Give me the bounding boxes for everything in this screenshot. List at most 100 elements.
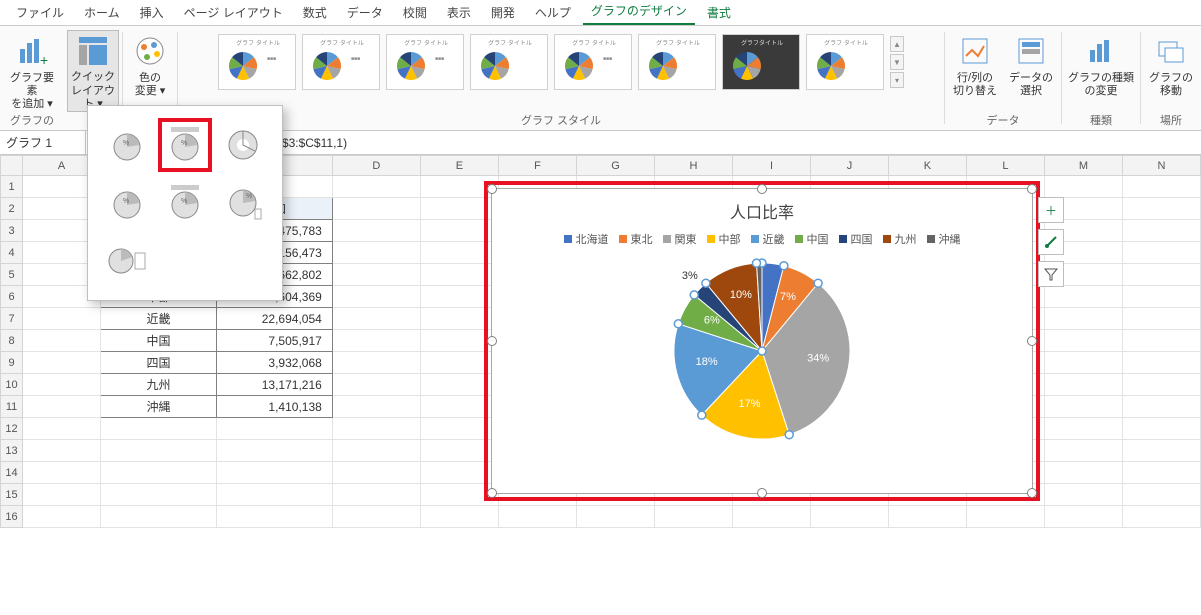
cell[interactable] [1122,176,1200,198]
menu-表示[interactable]: 表示 [439,2,479,25]
legend-item[interactable]: 沖縄 [927,231,961,247]
selection-handle[interactable] [487,184,497,194]
quick-layout-option-5[interactable]: % [158,176,212,230]
chart-legend[interactable]: 北海道東北関東中部近畿中国四国九州沖縄 [492,231,1032,247]
cell[interactable] [1044,286,1122,308]
cell[interactable] [332,352,420,374]
name-box[interactable]: グラフ 1 [0,131,86,154]
cell[interactable] [1122,220,1200,242]
cell[interactable] [966,506,1044,528]
menu-ファイル[interactable]: ファイル [8,2,72,25]
cell[interactable]: 沖縄 [101,396,217,418]
quick-layout-option-3[interactable] [216,118,270,172]
cell[interactable] [23,396,101,418]
cell[interactable] [654,506,732,528]
cell[interactable] [1122,374,1200,396]
quick-layout-dropdown[interactable]: %%%%% [87,105,283,301]
cell[interactable] [101,440,217,462]
selection-handle[interactable] [757,488,767,498]
legend-item[interactable]: 九州 [883,231,917,247]
quick-layout-button[interactable]: クイック レイアウト ▾ [67,30,119,112]
cell[interactable] [1122,308,1200,330]
chart-style-thumb[interactable]: グラフ タイトル [806,34,884,90]
cell[interactable] [23,330,101,352]
cell[interactable]: 13,171,216 [216,374,332,396]
cell[interactable] [101,462,217,484]
quick-layout-option-7[interactable] [100,234,154,288]
cell[interactable] [216,418,332,440]
menu-開発[interactable]: 開発 [483,2,523,25]
chart-style-thumb[interactable]: グラフ タイトル [470,34,548,90]
menu-ヘルプ[interactable]: ヘルプ [527,2,579,25]
selection-handle[interactable] [1027,184,1037,194]
cell[interactable] [332,286,420,308]
cell[interactable] [1122,418,1200,440]
legend-item[interactable]: 北海道 [564,231,609,247]
cell[interactable] [332,264,420,286]
menu-データ[interactable]: データ [339,2,391,25]
quick-layout-option-1[interactable]: % [100,118,154,172]
cell[interactable] [332,220,420,242]
selection-handle[interactable] [1027,488,1037,498]
switch-row-col-button[interactable]: 行/列の 切り替え [947,30,1003,112]
quick-layout-option-2[interactable]: % [158,118,212,172]
cell[interactable] [23,308,101,330]
cell[interactable] [1122,506,1200,528]
cell[interactable]: 近畿 [101,308,217,330]
menu-挿入[interactable]: 挿入 [132,2,172,25]
chart-style-thumb[interactable]: グラフ タイトル■■■ [554,34,632,90]
chart-style-thumb[interactable]: グラフ タイトル■■■ [386,34,464,90]
cell[interactable] [332,176,420,198]
chart-style-thumb[interactable]: グラフ タイトル [638,34,716,90]
selection-handle[interactable] [1027,336,1037,346]
cell[interactable] [332,198,420,220]
cell[interactable] [1122,286,1200,308]
legend-item[interactable]: 中部 [707,231,741,247]
menu-書式[interactable]: 書式 [699,2,739,25]
cell[interactable] [332,462,420,484]
gallery-scroll[interactable]: ▲▼▾ [890,36,904,88]
chart-filter-button[interactable] [1038,261,1064,287]
cell[interactable] [1122,330,1200,352]
change-colors-button[interactable]: 色の 変更 ▾ [124,30,176,112]
chart-object[interactable]: 人口比率 北海道東北関東中部近畿中国四国九州沖縄 4%7%34%17%18%6%… [491,188,1033,494]
menu-数式[interactable]: 数式 [295,2,335,25]
cell[interactable] [216,462,332,484]
cell[interactable] [101,484,217,506]
cell[interactable] [1122,484,1200,506]
cell[interactable] [332,484,420,506]
pie-chart[interactable]: 4%7%34%17%18%6%3%10%1% [492,257,1032,455]
menu-ホーム[interactable]: ホーム [76,2,128,25]
cell[interactable] [1122,264,1200,286]
cell[interactable] [1044,440,1122,462]
cell[interactable] [23,352,101,374]
cell[interactable] [23,418,101,440]
chart-styles-gallery[interactable]: グラフ タイトル■■■グラフ タイトル■■■グラフ タイトル■■■グラフ タイト… [214,30,908,94]
cell[interactable]: 九州 [101,374,217,396]
cell[interactable] [332,374,420,396]
legend-item[interactable]: 四国 [839,231,873,247]
cell[interactable] [1044,352,1122,374]
cell[interactable] [23,462,101,484]
chart-style-thumb[interactable]: グラフ タイトル■■■ [302,34,380,90]
move-chart-button[interactable]: グラフの 移動 [1143,30,1199,112]
chart-styles-button[interactable] [1038,229,1064,255]
cell[interactable] [23,440,101,462]
change-chart-type-button[interactable]: グラフの種類 の変更 [1065,30,1137,112]
cell[interactable] [1122,352,1200,374]
cell[interactable] [332,242,420,264]
cell[interactable] [216,440,332,462]
cell[interactable] [1044,308,1122,330]
cell[interactable]: 1,410,138 [216,396,332,418]
menu-校閲[interactable]: 校閲 [395,2,435,25]
cell[interactable] [1044,418,1122,440]
cell[interactable] [23,506,101,528]
cell[interactable] [576,506,654,528]
cell[interactable] [1122,242,1200,264]
menu-ページ レイアウト[interactable]: ページ レイアウト [176,2,291,25]
cell[interactable] [810,506,888,528]
cell[interactable] [420,506,498,528]
legend-item[interactable]: 中国 [795,231,829,247]
legend-item[interactable]: 関東 [663,231,697,247]
cell[interactable] [1044,484,1122,506]
